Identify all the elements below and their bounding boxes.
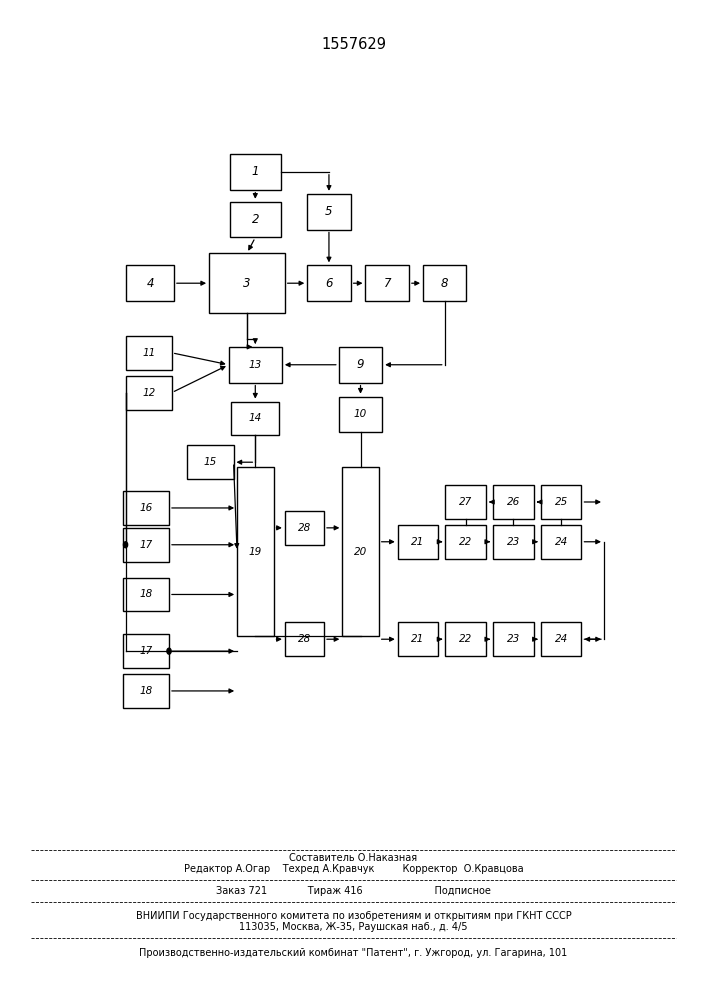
Bar: [308, 194, 351, 230]
Text: 13: 13: [249, 360, 262, 370]
Text: Составитель О.Наказная: Составитель О.Наказная: [289, 853, 418, 863]
Text: 18: 18: [139, 686, 153, 696]
Text: 23: 23: [507, 634, 520, 644]
Bar: [285, 511, 324, 545]
Bar: [285, 622, 324, 656]
Text: 1557629: 1557629: [321, 37, 386, 52]
Text: 21: 21: [411, 634, 425, 644]
Bar: [126, 376, 172, 410]
Text: 9: 9: [357, 358, 364, 371]
Bar: [209, 253, 285, 313]
Text: 20: 20: [354, 547, 367, 557]
Text: Производственно-издательский комбинат "Патент", г. Ужгород, ул. Гагарина, 101: Производственно-издательский комбинат "П…: [139, 948, 568, 958]
Bar: [228, 347, 282, 383]
Bar: [398, 525, 438, 559]
Bar: [187, 445, 233, 479]
Bar: [398, 622, 438, 656]
Text: Редактор А.Огар    Техред А.Кравчук         Корректор  О.Кравцова: Редактор А.Огар Техред А.Кравчук Коррект…: [184, 864, 523, 874]
Bar: [445, 485, 486, 519]
Text: 6: 6: [325, 277, 333, 290]
Text: 23: 23: [507, 537, 520, 547]
Text: 10: 10: [354, 409, 367, 419]
Text: 3: 3: [243, 277, 250, 290]
Bar: [541, 622, 581, 656]
Bar: [339, 397, 382, 432]
Bar: [445, 622, 486, 656]
Bar: [231, 402, 279, 435]
Text: 2: 2: [252, 213, 259, 226]
Bar: [366, 265, 409, 301]
Text: 19: 19: [249, 547, 262, 557]
Text: 12: 12: [142, 388, 156, 398]
Bar: [230, 154, 281, 190]
Text: 113035, Москва, Ж-35, Раушская наб., д. 4/5: 113035, Москва, Ж-35, Раушская наб., д. …: [239, 922, 468, 932]
Bar: [123, 578, 169, 611]
Bar: [123, 674, 169, 708]
Text: 22: 22: [459, 537, 472, 547]
Text: 14: 14: [249, 413, 262, 423]
Text: 25: 25: [554, 497, 568, 507]
Bar: [339, 347, 382, 383]
Text: ВНИИПИ Государственного комитета по изобретениям и открытиям при ГКНТ СССР: ВНИИПИ Государственного комитета по изоб…: [136, 911, 571, 921]
Text: 17: 17: [139, 540, 153, 550]
Text: 5: 5: [325, 205, 333, 218]
Text: 28: 28: [298, 634, 311, 644]
Bar: [123, 491, 169, 525]
Circle shape: [167, 648, 171, 654]
Bar: [493, 525, 534, 559]
Bar: [423, 265, 467, 301]
Text: 8: 8: [441, 277, 448, 290]
Bar: [308, 265, 351, 301]
Text: Заказ 721             Тираж 416                       Подписное: Заказ 721 Тираж 416 Подписное: [216, 886, 491, 896]
Text: 22: 22: [459, 634, 472, 644]
Bar: [342, 467, 379, 636]
Text: 4: 4: [146, 277, 154, 290]
Text: 27: 27: [459, 497, 472, 507]
Bar: [445, 525, 486, 559]
Bar: [541, 485, 581, 519]
Bar: [127, 265, 174, 301]
Text: 1: 1: [252, 165, 259, 178]
Text: 26: 26: [507, 497, 520, 507]
Bar: [230, 202, 281, 237]
Text: 17: 17: [139, 646, 153, 656]
Bar: [541, 525, 581, 559]
Text: 16: 16: [139, 503, 153, 513]
Bar: [123, 528, 169, 562]
Text: 18: 18: [139, 589, 153, 599]
Bar: [123, 634, 169, 668]
Circle shape: [124, 542, 128, 548]
Text: 15: 15: [204, 457, 217, 467]
Text: 28: 28: [298, 523, 311, 533]
Text: 21: 21: [411, 537, 425, 547]
Bar: [493, 622, 534, 656]
Text: 24: 24: [554, 634, 568, 644]
Text: 7: 7: [383, 277, 391, 290]
Bar: [493, 485, 534, 519]
Bar: [126, 336, 172, 370]
Text: 11: 11: [142, 348, 156, 358]
Text: 24: 24: [554, 537, 568, 547]
Bar: [237, 467, 274, 636]
